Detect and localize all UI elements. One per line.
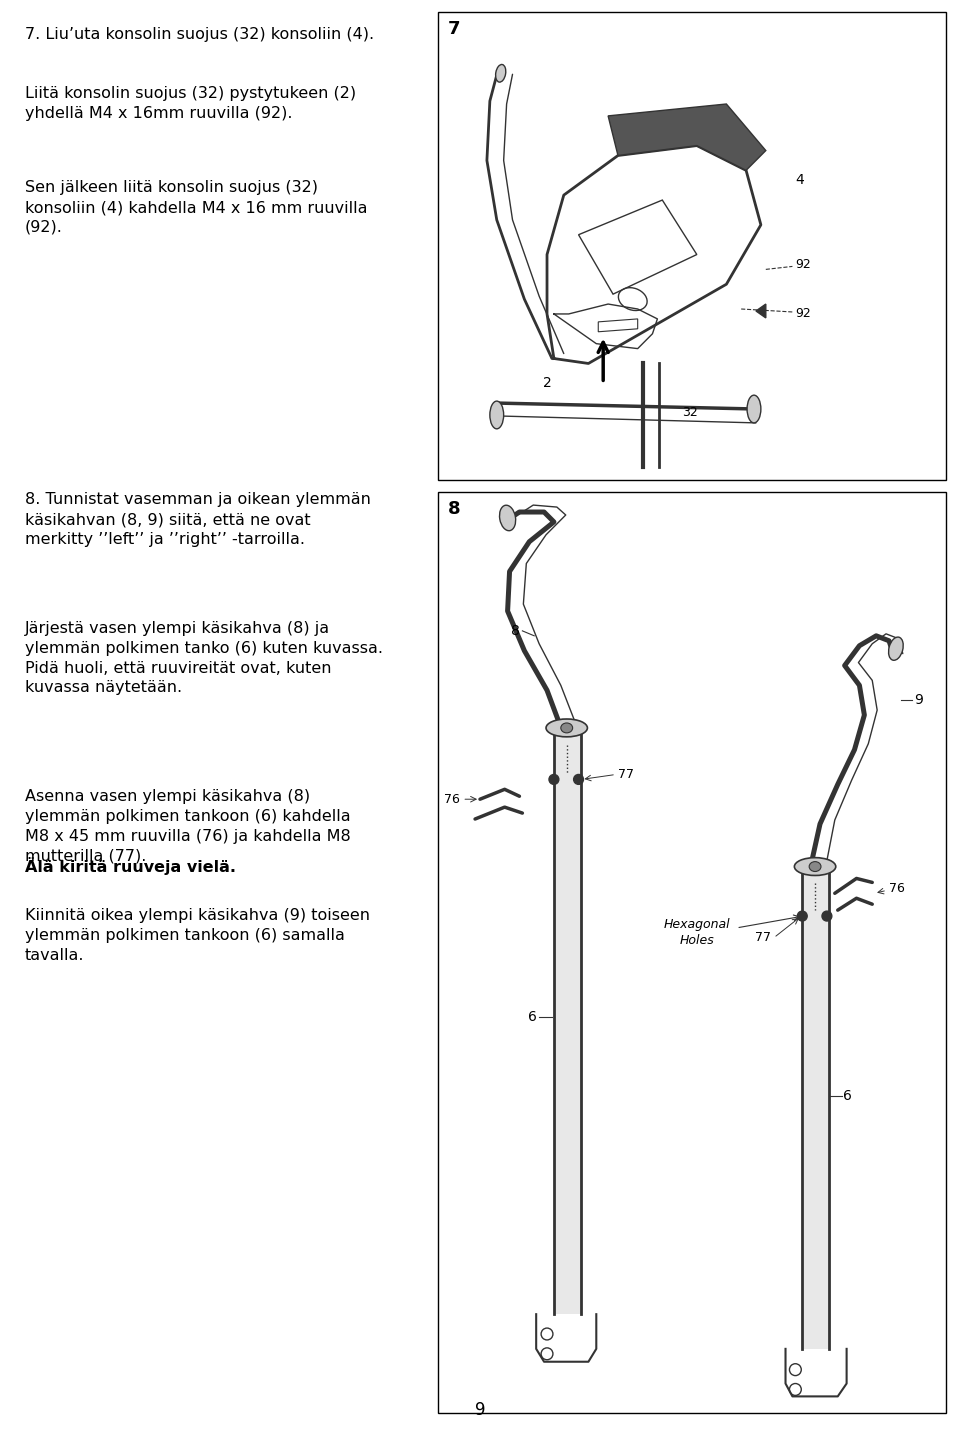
Text: Järjestä vasen ylempi käsikahva (8) ja
ylemmän polkimen tanko (6) kuten kuvassa.: Järjestä vasen ylempi käsikahva (8) ja y… bbox=[25, 621, 383, 696]
Text: 6: 6 bbox=[843, 1090, 852, 1103]
Ellipse shape bbox=[889, 637, 903, 660]
Circle shape bbox=[822, 912, 831, 920]
Bar bbox=[803, 869, 828, 1349]
Text: 9: 9 bbox=[914, 693, 923, 707]
Text: 92: 92 bbox=[796, 257, 811, 270]
Circle shape bbox=[574, 775, 584, 784]
Polygon shape bbox=[756, 303, 766, 318]
Text: 6: 6 bbox=[528, 1009, 538, 1024]
Bar bbox=[438, 492, 947, 1414]
Text: 8: 8 bbox=[511, 624, 519, 638]
Text: Asenna vasen ylempi käsikahva (8)
ylemmän polkimen tankoon (6) kahdella
M8 x 45 : Asenna vasen ylempi käsikahva (8) ylemmä… bbox=[25, 789, 350, 864]
Text: Sen jälkeen liitä konsolin suojus (32)
konsoliin (4) kahdella M4 x 16 mm ruuvill: Sen jälkeen liitä konsolin suojus (32) k… bbox=[25, 180, 367, 234]
Text: 8. Tunnistat vasemman ja oikean ylemmän
käsikahvan (8, 9) siitä, että ne ovat
me: 8. Tunnistat vasemman ja oikean ylemmän … bbox=[25, 492, 371, 546]
Text: 77: 77 bbox=[755, 932, 771, 945]
Ellipse shape bbox=[495, 65, 506, 82]
Ellipse shape bbox=[561, 723, 573, 733]
Text: Liitä konsolin suojus (32) pystytukeen (2)
yhdellä M4 x 16mm ruuvilla (92).: Liitä konsolin suojus (32) pystytukeen (… bbox=[25, 86, 356, 121]
Text: Hexagonal
Holes: Hexagonal Holes bbox=[663, 917, 731, 948]
Text: Älä kiritä ruuveja vielä.: Älä kiritä ruuveja vielä. bbox=[25, 857, 236, 874]
Text: 7. Liu’uta konsolin suojus (32) konsoliin (4).: 7. Liu’uta konsolin suojus (32) konsolii… bbox=[25, 27, 373, 42]
Text: 77: 77 bbox=[618, 768, 634, 781]
Bar bbox=[554, 731, 581, 1314]
Circle shape bbox=[798, 912, 807, 920]
Text: 7: 7 bbox=[447, 20, 460, 37]
Circle shape bbox=[549, 775, 559, 784]
Bar bbox=[438, 12, 947, 480]
Ellipse shape bbox=[809, 861, 821, 871]
Ellipse shape bbox=[794, 857, 836, 876]
Text: 76: 76 bbox=[444, 792, 460, 805]
Text: Kiinnitä oikea ylempi käsikahva (9) toiseen
ylemmän polkimen tankoon (6) samalla: Kiinnitä oikea ylempi käsikahva (9) tois… bbox=[25, 909, 370, 963]
Text: 76: 76 bbox=[889, 881, 905, 894]
Text: 4: 4 bbox=[796, 173, 804, 187]
Ellipse shape bbox=[546, 719, 588, 736]
Text: 32: 32 bbox=[682, 407, 698, 420]
Ellipse shape bbox=[490, 401, 504, 429]
Ellipse shape bbox=[499, 505, 516, 531]
Polygon shape bbox=[608, 104, 766, 170]
Text: 2: 2 bbox=[543, 377, 552, 390]
Text: 92: 92 bbox=[796, 308, 811, 321]
Text: 9: 9 bbox=[475, 1401, 485, 1419]
Ellipse shape bbox=[747, 395, 761, 423]
Text: 8: 8 bbox=[447, 500, 460, 518]
